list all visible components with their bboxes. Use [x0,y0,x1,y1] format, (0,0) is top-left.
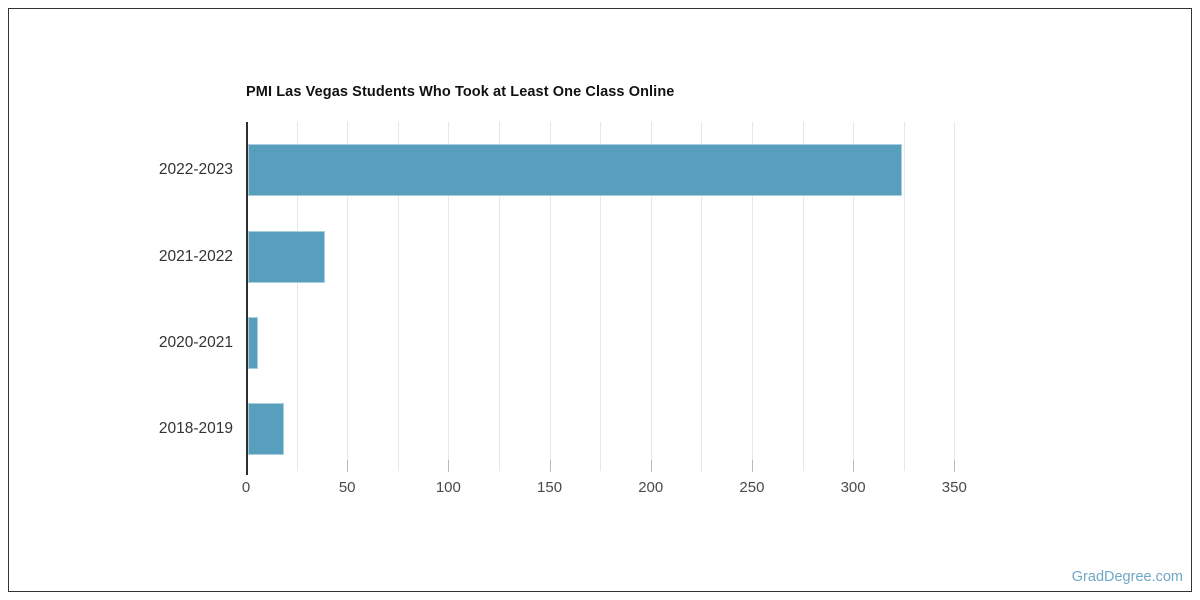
gridline [802,122,804,471]
gridline [347,122,349,471]
category-label: 2018-2019 [158,420,233,438]
axis-tick [853,460,855,472]
bar-2018-2019 [248,403,285,456]
gridline [549,122,551,471]
gridline [751,122,753,471]
gridline [600,122,602,471]
watermark-link[interactable]: GradDegree.com [1071,569,1183,585]
category-label: 2020-2021 [158,333,233,351]
chart-frame: PMI Las Vegas Students Who Took at Least… [8,8,1192,592]
axis-tick [650,460,652,472]
bar-2022-2023 [248,144,902,197]
gridline [397,122,399,471]
x-tick-label: 0 [241,479,251,496]
axis-tick [954,460,956,472]
x-tick-label: 100 [435,479,461,496]
gridline [853,122,855,471]
axis-tick [347,460,349,472]
bar-2021-2022 [248,230,325,283]
chart-title: PMI Las Vegas Students Who Took at Least… [246,84,675,100]
gridline [296,122,298,471]
x-tick-label: 300 [840,479,866,496]
x-tick-label: 50 [338,479,356,496]
bar-2020-2021 [248,316,259,369]
x-tick-label: 250 [739,479,765,496]
category-label: 2022-2023 [158,161,233,179]
x-tick-label: 200 [638,479,664,496]
gridline [448,122,450,471]
x-tick-label: 350 [941,479,967,496]
gridline [498,122,500,471]
gridline [650,122,652,471]
gridline [701,122,703,471]
axis-tick [448,460,450,472]
gridline [954,122,956,471]
x-tick-label: 150 [537,479,563,496]
y-axis-line [246,122,248,475]
axis-tick [549,460,551,472]
category-label: 2021-2022 [158,247,233,265]
bar-chart: PMI Las Vegas Students Who Took at Least… [9,9,1191,591]
gridline [903,122,905,471]
axis-tick [751,460,753,472]
